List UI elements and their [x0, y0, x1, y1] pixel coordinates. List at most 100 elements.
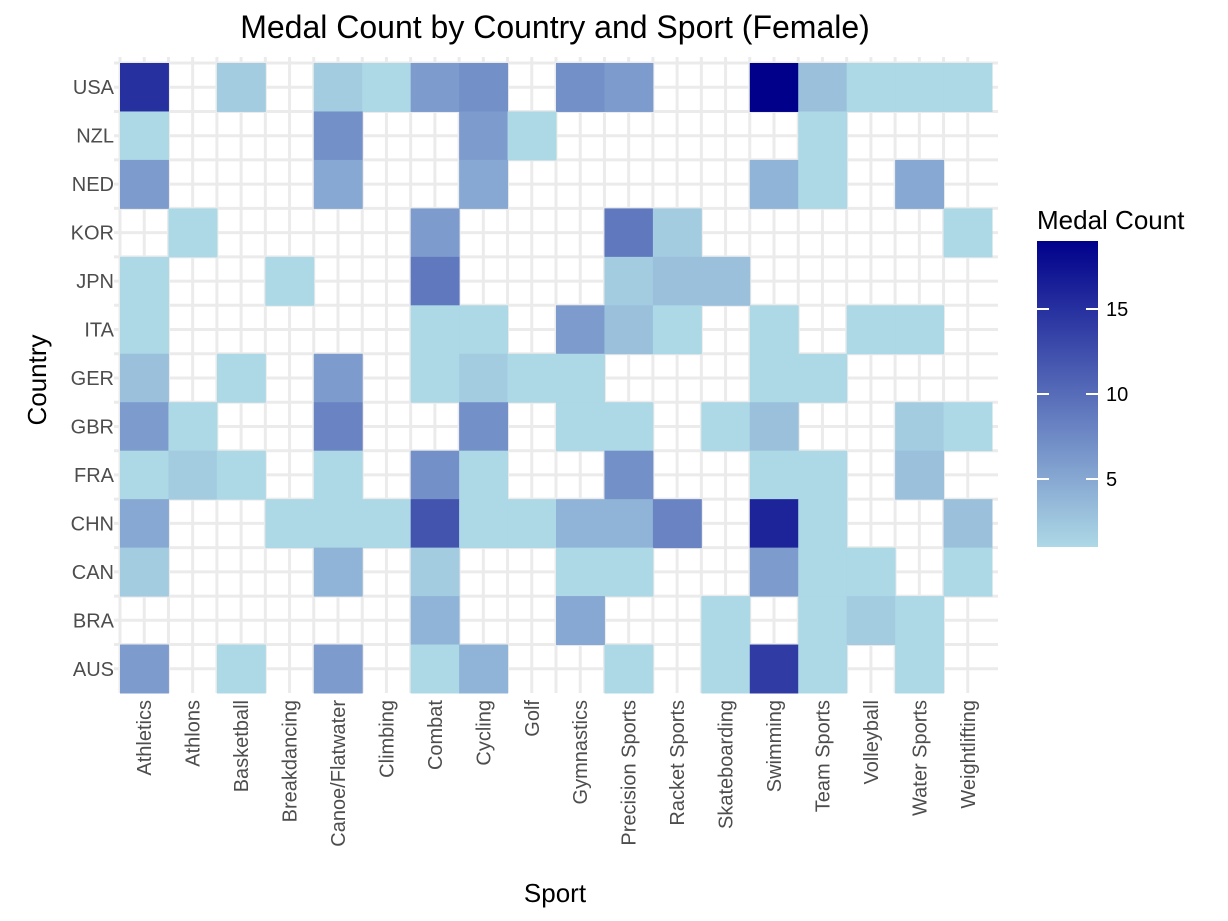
- x-tick-label: Weightlifting: [958, 700, 980, 809]
- heatmap-cell: [120, 159, 169, 209]
- heatmap-cell: [410, 644, 460, 694]
- heatmap-cell: [362, 499, 412, 549]
- heatmap-cell: [168, 402, 218, 452]
- heatmap-cell: [604, 402, 654, 452]
- heatmap-cell: [120, 256, 169, 306]
- heatmap-cell: [943, 499, 993, 549]
- x-tick-label: Cycling: [473, 700, 495, 766]
- legend: Medal Count 5 10 15: [1037, 205, 1185, 547]
- y-axis-ticks: USA NZL NED KOR JPN ITA GER GBR FRA CHN CAN BRA AUS: [71, 77, 115, 681]
- y-tick-label: BRA: [73, 610, 115, 632]
- heatmap-cell: [120, 547, 169, 597]
- heatmap-cell: [410, 63, 460, 112]
- heatmap-cell: [701, 256, 751, 306]
- heatmap-cell: [556, 596, 605, 646]
- heatmap-cell: [798, 596, 848, 646]
- heatmap-cell: [556, 547, 605, 597]
- heatmap-cell: [216, 353, 266, 403]
- y-tick-label: CAN: [72, 562, 114, 584]
- heatmap-cell: [313, 159, 363, 209]
- legend-tick-label: 15: [1106, 299, 1128, 321]
- heatmap-cell: [265, 256, 315, 306]
- heatmap-cell: [410, 208, 460, 258]
- heatmap-cell: [652, 305, 702, 355]
- heatmap-cell: [459, 450, 509, 500]
- heatmap-cell: [798, 63, 848, 112]
- y-tick-label: CHN: [71, 513, 114, 535]
- heatmap-cell: [556, 305, 605, 355]
- heatmap-cell: [313, 402, 363, 452]
- heatmap-cell: [846, 305, 896, 355]
- heatmap-cell: [749, 499, 799, 549]
- heatmap-cell: [943, 547, 993, 597]
- x-tick-label: Breakdancing: [280, 700, 302, 822]
- heatmap-cell: [749, 305, 799, 355]
- heatmap-cell: [701, 596, 751, 646]
- heatmap-cell: [895, 159, 945, 209]
- heatmap-cell: [604, 305, 654, 355]
- heatmap-cell: [313, 450, 363, 500]
- heatmap-cell: [120, 353, 169, 403]
- heatmap-cell: [798, 159, 848, 209]
- heatmap-cell: [507, 111, 557, 161]
- heatmap-cell: [604, 63, 654, 112]
- y-tick-label: AUS: [73, 659, 114, 681]
- x-axis-title: Sport: [524, 878, 587, 908]
- heatmap-cell: [749, 644, 799, 694]
- heatmap-cell: [798, 499, 848, 549]
- heatmap-cell: [120, 305, 169, 355]
- heatmap-cell: [459, 644, 509, 694]
- heatmap-cell: [410, 305, 460, 355]
- heatmap-cell: [604, 644, 654, 694]
- heatmap-cell: [604, 208, 654, 258]
- heatmap-cell: [701, 402, 751, 452]
- x-tick-label: Canoe/Flatwater: [328, 700, 350, 847]
- heatmap-cell: [846, 547, 896, 597]
- heatmap-cell: [652, 256, 702, 306]
- y-tick-label: JPN: [76, 271, 114, 293]
- heatmap-cell: [216, 450, 266, 500]
- heatmap-cell: [120, 644, 169, 694]
- heatmap-cell: [749, 63, 799, 112]
- heatmap-cell: [120, 63, 169, 112]
- heatmap-cell: [459, 111, 509, 161]
- heatmap-cell: [749, 547, 799, 597]
- heatmap-cell: [313, 63, 363, 112]
- heatmap-cell: [943, 208, 993, 258]
- heatmap-cell: [459, 63, 509, 112]
- heatmap-cell: [459, 159, 509, 209]
- x-tick-label: Athlons: [183, 700, 205, 767]
- x-tick-label: Precision Sports: [619, 700, 641, 846]
- heatmap-cell: [798, 450, 848, 500]
- heatmap-cell: [895, 305, 945, 355]
- heatmap-cell: [604, 256, 654, 306]
- heatmap-cell: [895, 63, 945, 112]
- heatmap-cell: [265, 499, 315, 549]
- heatmap-cell: [749, 159, 799, 209]
- chart-title: Medal Count by Country and Sport (Female…: [240, 9, 870, 45]
- legend-title: Medal Count: [1037, 205, 1185, 235]
- heatmap-cell: [556, 499, 605, 549]
- heatmap-cell: [120, 402, 169, 452]
- heatmap-cell: [895, 644, 945, 694]
- heatmap-cell: [313, 353, 363, 403]
- x-tick-label: Combat: [425, 700, 447, 770]
- x-tick-label: Volleyball: [861, 700, 883, 785]
- y-tick-label: KOR: [71, 223, 114, 245]
- x-tick-label: Climbing: [376, 700, 398, 778]
- heatmap-cell: [798, 547, 848, 597]
- heatmap-cell: [943, 63, 993, 112]
- heatmap-cell: [749, 402, 799, 452]
- heatmap-cell: [895, 596, 945, 646]
- y-tick-label: GER: [71, 368, 114, 390]
- heatmap-cell: [846, 596, 896, 646]
- heatmap-cell: [798, 353, 848, 403]
- y-tick-label: NED: [72, 174, 114, 196]
- heatmap-cell: [507, 353, 557, 403]
- heatmap-cell: [798, 644, 848, 694]
- heatmap-cell: [410, 499, 460, 549]
- heatmap-cell: [652, 499, 702, 549]
- heatmap-cell: [749, 450, 799, 500]
- heatmap-cell: [120, 111, 169, 161]
- legend-tick-label: 10: [1106, 384, 1128, 406]
